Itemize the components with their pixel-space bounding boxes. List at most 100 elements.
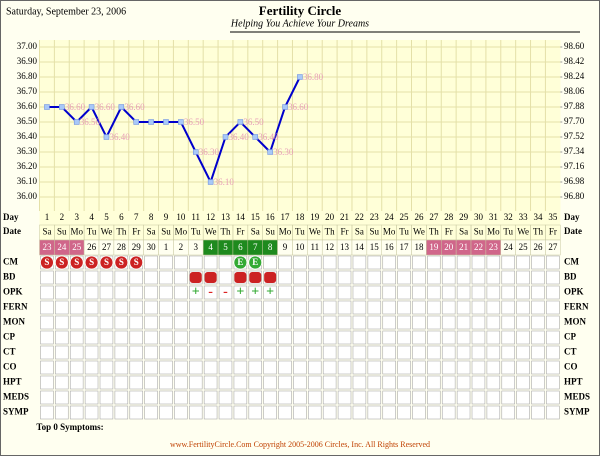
weekday: We bbox=[413, 227, 425, 237]
cell bbox=[546, 360, 560, 375]
cell bbox=[278, 270, 292, 285]
cell bbox=[159, 360, 173, 375]
temperature-point bbox=[282, 104, 288, 110]
cell bbox=[352, 390, 367, 405]
row-label-right: SYMP bbox=[564, 407, 590, 417]
cell bbox=[218, 285, 233, 300]
cell bbox=[293, 270, 307, 285]
cell bbox=[40, 390, 54, 405]
y-tick-label: 36.70 bbox=[17, 86, 38, 96]
weekday: Th bbox=[429, 227, 439, 237]
y2-tick-label: 97.70 bbox=[564, 116, 585, 126]
temperature-label: 36.60 bbox=[95, 102, 116, 112]
day-number: 2 bbox=[60, 212, 65, 222]
y-tick-label: 37.00 bbox=[17, 41, 38, 51]
row-label-right: MEDS bbox=[564, 392, 590, 402]
cell bbox=[84, 390, 99, 405]
cell bbox=[40, 285, 54, 300]
cell bbox=[456, 285, 471, 300]
cm-marker bbox=[248, 255, 263, 270]
temperature-point bbox=[103, 134, 110, 140]
temperature-point bbox=[59, 104, 65, 110]
cell bbox=[248, 300, 263, 315]
row-label-right: HPT bbox=[564, 377, 583, 387]
opk-result: - bbox=[208, 285, 213, 300]
cell bbox=[397, 375, 411, 390]
cell bbox=[486, 300, 501, 315]
cell bbox=[189, 315, 203, 330]
cell bbox=[278, 330, 292, 345]
cell bbox=[352, 405, 367, 420]
cell bbox=[367, 300, 382, 315]
cell bbox=[293, 405, 307, 420]
cell bbox=[427, 330, 441, 345]
y2-tick-label: 98.42 bbox=[564, 56, 584, 66]
row-label-right: CO bbox=[564, 362, 578, 372]
y-tick-label: 36.10 bbox=[17, 176, 38, 186]
temperature-label: 36.80 bbox=[303, 72, 324, 82]
cell bbox=[456, 270, 471, 285]
day-number: 23 bbox=[370, 212, 380, 222]
cell bbox=[99, 390, 114, 405]
cell bbox=[456, 390, 471, 405]
cell bbox=[441, 375, 456, 390]
cell bbox=[308, 375, 322, 390]
date: 3 bbox=[193, 242, 198, 252]
cell bbox=[55, 375, 69, 390]
cell bbox=[40, 270, 54, 285]
day-number: 25 bbox=[400, 212, 410, 222]
cell bbox=[546, 255, 560, 270]
cell bbox=[501, 390, 515, 405]
cell bbox=[397, 345, 411, 360]
temperature-label: 36.50 bbox=[243, 117, 264, 127]
temperature-label: 36.40 bbox=[258, 132, 279, 142]
weekday: Su bbox=[57, 227, 67, 237]
cell bbox=[144, 330, 158, 345]
date: 17 bbox=[400, 242, 410, 252]
cell bbox=[84, 315, 99, 330]
cell bbox=[501, 405, 515, 420]
day-number: 26 bbox=[414, 212, 424, 222]
cell bbox=[337, 285, 352, 300]
cell bbox=[427, 345, 441, 360]
temperature-point bbox=[222, 134, 229, 140]
row-label: HPT bbox=[3, 377, 22, 387]
weekday: Su bbox=[474, 227, 484, 237]
cell bbox=[114, 405, 129, 420]
cm-text: S bbox=[134, 257, 139, 267]
cell bbox=[397, 255, 411, 270]
cell bbox=[337, 315, 352, 330]
temperature-label: 36.40 bbox=[229, 132, 250, 142]
cell bbox=[441, 255, 456, 270]
day-number: 20 bbox=[325, 212, 335, 222]
cell bbox=[218, 360, 233, 375]
cell bbox=[441, 330, 456, 345]
cell bbox=[69, 390, 84, 405]
cell bbox=[427, 300, 441, 315]
weekday: Mo bbox=[279, 227, 292, 237]
cell bbox=[397, 285, 411, 300]
weekday: Th bbox=[533, 227, 543, 237]
cell bbox=[84, 345, 99, 360]
row-label: MEDS bbox=[3, 392, 29, 402]
y2-tick-label: 97.52 bbox=[564, 131, 584, 141]
cell bbox=[382, 315, 396, 330]
cell bbox=[337, 405, 352, 420]
opk-result: + bbox=[192, 285, 200, 300]
y-tick-label: 36.80 bbox=[17, 71, 38, 81]
weekday: Th bbox=[325, 227, 335, 237]
cell bbox=[516, 375, 530, 390]
opk-result: + bbox=[266, 285, 274, 300]
cell bbox=[144, 315, 158, 330]
weekday: Sa bbox=[355, 227, 364, 237]
cm-marker bbox=[40, 255, 54, 270]
cell bbox=[129, 285, 143, 300]
cell bbox=[40, 375, 54, 390]
cell bbox=[159, 270, 173, 285]
cell bbox=[382, 285, 396, 300]
cell bbox=[189, 360, 203, 375]
date: 30 bbox=[147, 242, 157, 252]
cell bbox=[159, 390, 173, 405]
cell bbox=[427, 390, 441, 405]
cell bbox=[322, 375, 337, 390]
